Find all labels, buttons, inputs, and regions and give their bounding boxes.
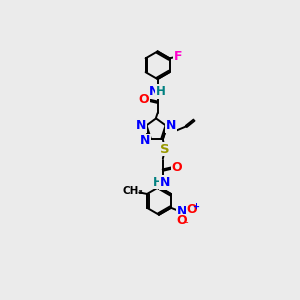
Text: N: N — [136, 119, 146, 132]
Text: ⁻: ⁻ — [183, 220, 189, 230]
Text: +: + — [192, 202, 199, 211]
Text: O: O — [187, 203, 197, 216]
Text: O: O — [176, 214, 187, 227]
Text: F: F — [174, 50, 182, 63]
Text: H: H — [153, 176, 163, 189]
Text: S: S — [160, 143, 169, 156]
Text: N: N — [166, 119, 176, 132]
Text: N: N — [148, 85, 159, 98]
Text: O: O — [171, 161, 182, 174]
Text: CH₃: CH₃ — [123, 186, 144, 196]
Text: N: N — [177, 205, 187, 218]
Text: N: N — [160, 176, 170, 189]
Text: H: H — [156, 85, 166, 98]
Text: N: N — [140, 134, 151, 147]
Text: O: O — [138, 93, 149, 106]
